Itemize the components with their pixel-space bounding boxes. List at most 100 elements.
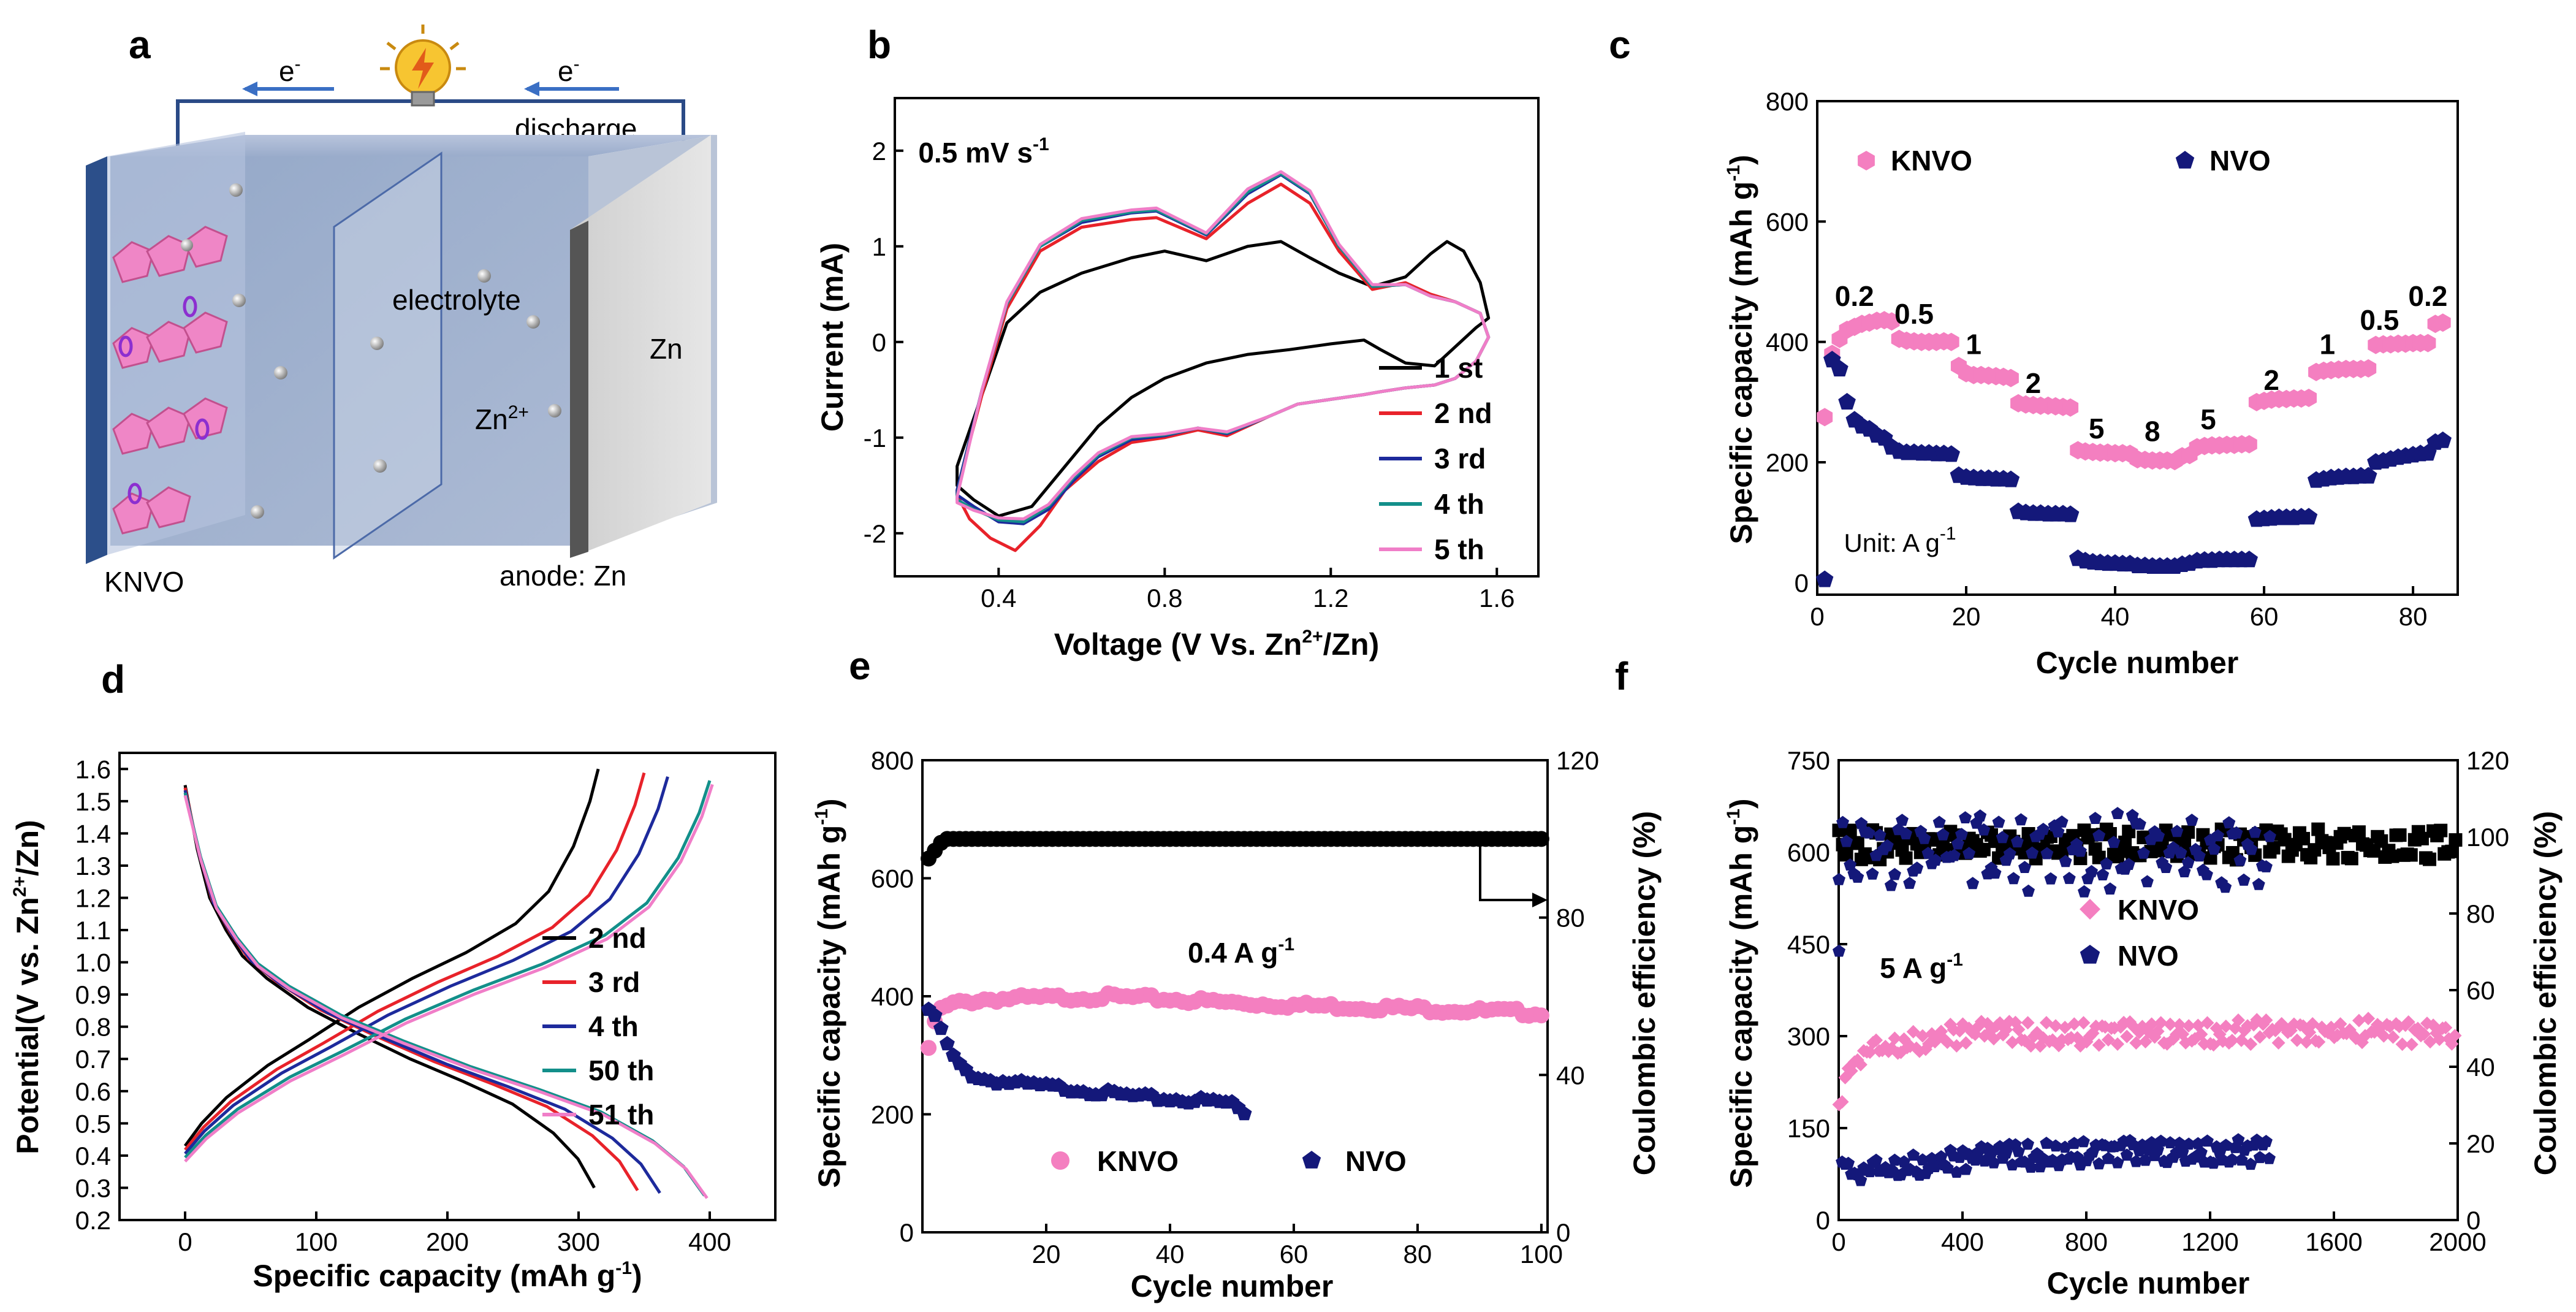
cv-curve-3 <box>956 173 1491 525</box>
y2-tick-label: 40 <box>1556 1061 1585 1089</box>
nvo-point <box>2300 508 2318 525</box>
y-axis-title-sup: 2+ <box>10 876 30 897</box>
rate-label: 0.5 <box>1894 298 1934 330</box>
anode-label: anode: Zn <box>500 560 626 592</box>
cathode-label: KNVO <box>104 566 184 598</box>
electron-label-left: e- <box>279 54 301 87</box>
nvo-point <box>1833 944 1845 957</box>
knvo-point <box>2012 1023 2026 1037</box>
nvo-point <box>927 1007 943 1022</box>
ce-point <box>2026 846 2039 859</box>
y-tick-label: 800 <box>871 746 914 775</box>
y2-tick-label: 0 <box>2466 1206 2480 1235</box>
y-axis-title: Specific capacity (mAh g-1) <box>1723 798 1758 1188</box>
knvo-point <box>2290 1033 2304 1047</box>
ce-point <box>1977 823 1991 836</box>
nvo-point <box>1869 1153 1883 1166</box>
current-density-annotation-text: 5 A g <box>1880 952 1947 984</box>
nvo-point <box>2263 1151 2276 1164</box>
y-tick-label: 0.6 <box>75 1077 111 1106</box>
nvo-point <box>2244 1158 2257 1170</box>
y-tick-label: 450 <box>1787 930 1830 959</box>
x-tick-label: 200 <box>426 1227 469 1256</box>
y-tick-label: 0.5 <box>75 1109 111 1138</box>
ce-point <box>1880 839 1894 852</box>
knvo-point <box>921 1040 937 1056</box>
rate-label: 8 <box>2145 416 2160 448</box>
x-tick-label: 0 <box>1810 602 1824 631</box>
knvo-point <box>2101 1033 2115 1047</box>
knvo-point <box>2312 1035 2326 1049</box>
nvo-point <box>2002 470 2020 487</box>
ce-point <box>1936 828 1950 841</box>
nvo-point <box>1942 445 1960 462</box>
ce-point <box>2449 833 2463 847</box>
y2-tick-label: 60 <box>2466 976 2495 1005</box>
knvo-point <box>2259 1013 2273 1027</box>
ce-point <box>1910 861 1924 874</box>
y-tick-label: -2 <box>864 519 886 548</box>
ce-point <box>2266 841 2281 855</box>
current-density-annotation-sup: -1 <box>1278 934 1294 955</box>
y-tick-label: 0 <box>1795 568 1809 597</box>
y-tick-label: 0.2 <box>75 1206 111 1235</box>
x-tick-label: 80 <box>2399 602 2428 631</box>
knvo-point <box>2021 1016 2035 1030</box>
y-tick-label: 400 <box>1766 328 1809 357</box>
nvo-point <box>933 1020 949 1035</box>
y-axis-title-text: Current (mA) <box>815 243 849 432</box>
legend-label: KNVO <box>2118 894 2199 926</box>
nvo-point <box>1959 1162 1972 1175</box>
ce-point <box>2152 829 2165 842</box>
y2-tick-label: 20 <box>2466 1129 2495 1158</box>
rate-label: 2 <box>2263 364 2279 396</box>
ce-point <box>2259 860 2273 872</box>
ce-point <box>2107 836 2121 849</box>
y2-axis-title: Coulombic efficiency (%) <box>2528 811 2563 1176</box>
y2-tick-label: 100 <box>2466 823 2509 852</box>
zinc-anode-edge <box>570 221 588 558</box>
unit-note-sup: -1 <box>1940 524 1956 544</box>
zn-label: Zn <box>650 333 683 365</box>
legend-label: 3 rd <box>588 966 640 998</box>
y-tick-label: 0 <box>900 1218 914 1247</box>
ce-point <box>2051 825 2065 837</box>
ce-point <box>2181 825 2195 839</box>
y-tick-label: 0.8 <box>75 1013 111 1042</box>
ce-point <box>2118 835 2132 849</box>
y-axis-title-tail: ) <box>1724 798 1758 809</box>
y-tick-label: 1.5 <box>75 787 111 816</box>
nvo-point <box>2021 1137 2034 1150</box>
discharge-curve <box>183 795 709 1199</box>
x-tick-label: 40 <box>1156 1240 1185 1268</box>
nvo-point <box>2120 1148 2133 1161</box>
y-axis-title-text: Specific capacity (mAh g <box>812 825 846 1188</box>
knvo-point <box>1883 312 1900 331</box>
rate-label: 0.2 <box>1835 280 1874 312</box>
x-tick-label: 300 <box>557 1227 600 1256</box>
ce-point <box>1955 828 1968 841</box>
legend-label: KNVO <box>1891 145 1972 177</box>
x-axis-title: Cycle number <box>1131 1269 1334 1303</box>
charge-curve <box>184 784 714 1163</box>
nvo-point <box>1863 1165 1877 1178</box>
knvo-point <box>1915 1029 1929 1043</box>
ce-point <box>2100 857 2113 870</box>
ce-point <box>2404 848 2418 862</box>
x-tick-label: 400 <box>688 1227 731 1256</box>
ce-point <box>2385 849 2399 863</box>
y-tick-label: 1 <box>872 232 886 261</box>
y-tick-label: 1.1 <box>75 916 111 945</box>
ce-point <box>2233 853 2247 866</box>
ce-point <box>1992 815 2005 828</box>
ce-point <box>2311 822 2325 836</box>
knvo-point <box>1869 1033 1883 1047</box>
ce-point <box>1850 836 1864 850</box>
x-tick-label: 1600 <box>2305 1227 2362 1256</box>
ce-axis-pointer <box>1479 846 1538 901</box>
x-tick-label: 1.2 <box>1313 584 1348 612</box>
x-axis-title-text: Specific capacity (mAh g <box>253 1259 615 1293</box>
y2-tick-label: 80 <box>1556 904 1585 933</box>
